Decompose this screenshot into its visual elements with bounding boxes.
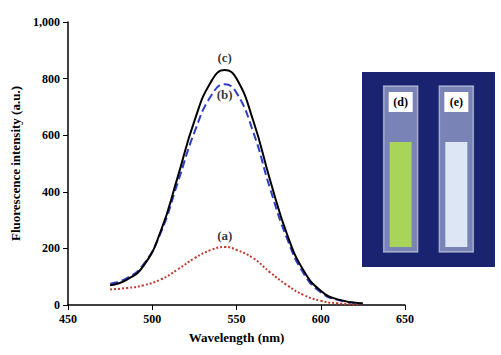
svg-text:(b): (b) — [217, 87, 233, 102]
svg-text:600: 600 — [312, 312, 330, 326]
svg-text:600: 600 — [42, 128, 60, 142]
svg-text:(e): (e) — [450, 95, 463, 109]
svg-text:Fluorescence intensity (a.u.): Fluorescence intensity (a.u.) — [8, 86, 23, 241]
svg-text:550: 550 — [228, 312, 246, 326]
svg-text:200: 200 — [42, 241, 60, 255]
svg-text:650: 650 — [396, 312, 414, 326]
svg-text:0: 0 — [54, 298, 60, 312]
svg-text:(c): (c) — [217, 50, 231, 65]
svg-text:1,000: 1,000 — [33, 15, 60, 29]
svg-text:500: 500 — [143, 312, 161, 326]
svg-text:800: 800 — [42, 72, 60, 86]
svg-text:(d): (d) — [393, 95, 408, 109]
svg-text:400: 400 — [42, 185, 60, 199]
svg-text:Wavelength (nm): Wavelength (nm) — [189, 330, 285, 345]
svg-text:(a): (a) — [217, 228, 232, 243]
svg-text:450: 450 — [59, 312, 77, 326]
